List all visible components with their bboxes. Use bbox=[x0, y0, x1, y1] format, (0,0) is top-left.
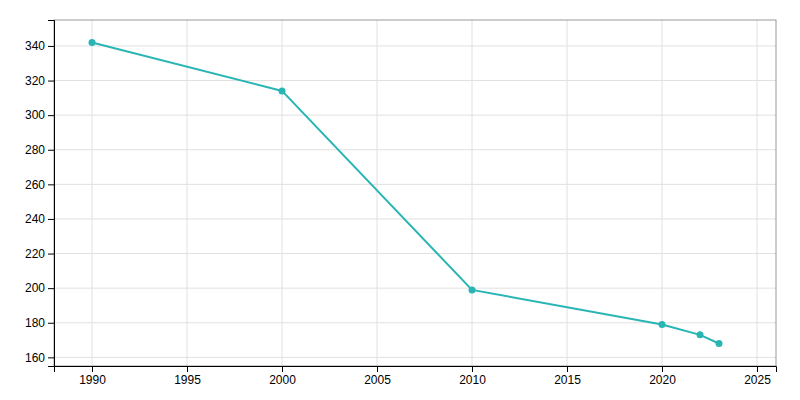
x-axis: 1990 1995 2000 2005 2010 2015 2020 2025 bbox=[55, 366, 777, 387]
chart: 1990 1995 2000 2005 2010 2015 2020 2025 160 180 20… bbox=[0, 0, 800, 400]
tick-mark bbox=[282, 366, 283, 372]
plot-frame bbox=[54, 20, 776, 366]
grid-line-y bbox=[54, 357, 776, 358]
tick: 300 bbox=[25, 108, 54, 122]
marks bbox=[89, 39, 723, 347]
grid-line-x bbox=[377, 20, 378, 366]
tick: 240 bbox=[25, 212, 54, 226]
tick-label: 1990 bbox=[79, 373, 106, 387]
grid-line-y bbox=[54, 45, 776, 46]
tick-label: 2015 bbox=[554, 373, 581, 387]
grid-line-y bbox=[54, 322, 776, 323]
grid-line-y bbox=[54, 184, 776, 185]
axis-line bbox=[48, 21, 55, 367]
tick-label: 220 bbox=[25, 247, 45, 261]
tick-label: 2025 bbox=[744, 373, 771, 387]
tick-label: 320 bbox=[25, 74, 45, 88]
tick: 220 bbox=[25, 247, 54, 261]
tick: 160 bbox=[25, 351, 54, 365]
tick-label: 2020 bbox=[649, 373, 676, 387]
tick-mark bbox=[48, 115, 54, 116]
grid-line-x bbox=[567, 20, 568, 366]
grid-line-y bbox=[54, 288, 776, 289]
grid-line-y bbox=[54, 80, 776, 81]
grid-line-x bbox=[187, 20, 188, 366]
grid-line-x bbox=[757, 20, 758, 366]
tick-label: 2005 bbox=[364, 373, 391, 387]
point bbox=[659, 321, 666, 328]
tick: 1995 bbox=[174, 366, 201, 387]
grid-line-x bbox=[662, 20, 663, 366]
tick-mark bbox=[48, 184, 54, 185]
tick-mark bbox=[662, 366, 663, 372]
tick-mark bbox=[48, 219, 54, 220]
point bbox=[89, 39, 96, 46]
tick: 2000 bbox=[269, 366, 296, 387]
tick-mark bbox=[187, 366, 188, 372]
tick-label: 160 bbox=[25, 351, 45, 365]
tick-mark bbox=[48, 46, 54, 47]
grid-line-x bbox=[472, 20, 473, 366]
tick-mark bbox=[377, 366, 378, 372]
line bbox=[92, 42, 719, 343]
tick: 2010 bbox=[459, 366, 486, 387]
point bbox=[716, 340, 723, 347]
grid-line-x bbox=[92, 20, 93, 366]
grid bbox=[54, 20, 776, 366]
tick: 340 bbox=[25, 39, 54, 53]
tick-label: 2010 bbox=[459, 373, 486, 387]
grid-line-y bbox=[54, 115, 776, 116]
tick: 320 bbox=[25, 74, 54, 88]
tick: 1990 bbox=[79, 366, 106, 387]
tick-mark bbox=[48, 81, 54, 82]
tick-label: 180 bbox=[25, 316, 45, 330]
tick-label: 2000 bbox=[269, 373, 296, 387]
tick-label: 1995 bbox=[174, 373, 201, 387]
tick-mark bbox=[92, 366, 93, 372]
tick-label: 200 bbox=[25, 281, 45, 295]
tick-mark bbox=[48, 150, 54, 151]
tick: 200 bbox=[25, 281, 54, 295]
tick: 260 bbox=[25, 178, 54, 192]
tick-mark bbox=[48, 323, 54, 324]
y-axis: 160 180 200 220 240 260 280 300 320 340 bbox=[25, 21, 55, 367]
tick-label: 260 bbox=[25, 178, 45, 192]
grid-line-y bbox=[54, 253, 776, 254]
tick: 2005 bbox=[364, 366, 391, 387]
tick: 280 bbox=[25, 143, 54, 157]
point bbox=[469, 286, 476, 293]
point bbox=[697, 331, 704, 338]
tick-label: 240 bbox=[25, 212, 45, 226]
tick-mark bbox=[472, 366, 473, 372]
tick: 2015 bbox=[554, 366, 581, 387]
tick-mark bbox=[757, 366, 758, 372]
plot: 1990 1995 2000 2005 2010 2015 2020 2025 160 180 20… bbox=[25, 20, 777, 387]
grid-line-y bbox=[54, 149, 776, 150]
tick-label: 280 bbox=[25, 143, 45, 157]
point bbox=[279, 87, 286, 94]
axis-line bbox=[55, 367, 777, 373]
tick: 180 bbox=[25, 316, 54, 330]
tick: 2020 bbox=[649, 366, 676, 387]
tick-mark bbox=[48, 254, 54, 255]
grid-line-y bbox=[54, 218, 776, 219]
tick-label: 340 bbox=[25, 39, 45, 53]
grid-line-x bbox=[282, 20, 283, 366]
tick-mark bbox=[48, 288, 54, 289]
tick-label: 300 bbox=[25, 108, 45, 122]
tick-mark bbox=[567, 366, 568, 372]
tick: 2025 bbox=[744, 366, 771, 387]
tick-mark bbox=[48, 357, 54, 358]
